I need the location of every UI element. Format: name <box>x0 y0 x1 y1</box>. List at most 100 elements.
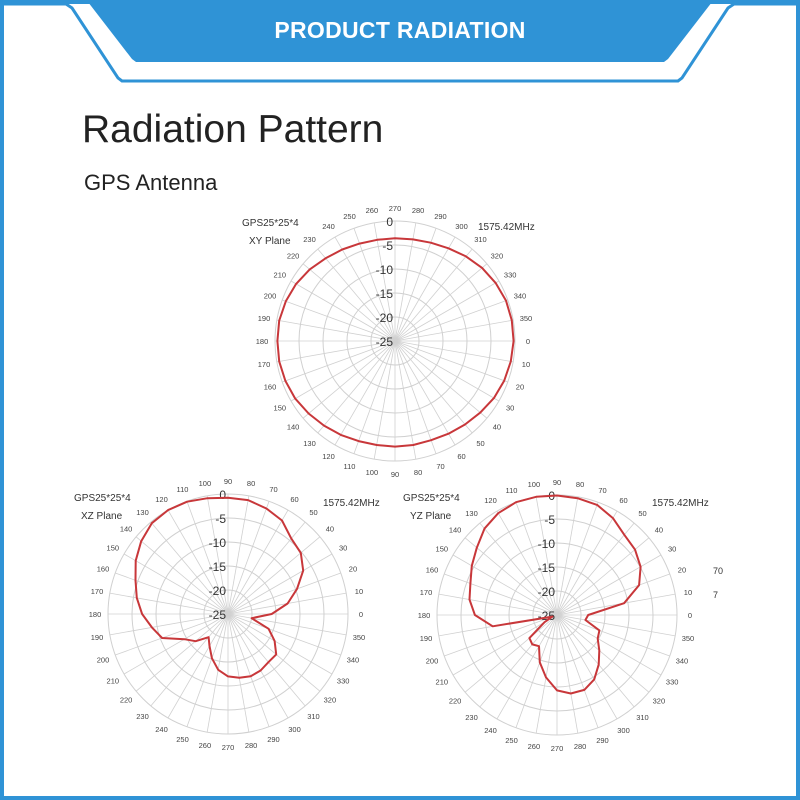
data-point <box>136 597 138 599</box>
grid-spoke <box>452 614 558 676</box>
data-point <box>286 602 289 605</box>
data-point <box>512 340 515 342</box>
angle-tick-label: 110 <box>177 485 189 494</box>
data-point <box>503 380 505 382</box>
grid-spoke <box>394 340 508 383</box>
data-point <box>598 629 600 632</box>
angle-tick-label: 230 <box>136 712 149 721</box>
radial-tick-label: -15 <box>209 560 227 574</box>
angle-tick-label: 280 <box>412 206 425 215</box>
angle-tick-label: 340 <box>514 292 527 301</box>
grid-spoke <box>394 340 417 460</box>
grid-spoke <box>227 613 333 675</box>
data-point <box>493 397 495 399</box>
grid-spoke <box>227 613 347 636</box>
grid-spoke <box>227 509 289 615</box>
data-point <box>528 637 531 639</box>
angle-tick-label: 120 <box>484 496 497 505</box>
grid-spoke <box>452 554 558 616</box>
angle-tick-label: 50 <box>476 439 484 448</box>
data-point <box>135 560 137 562</box>
data-point <box>167 509 169 511</box>
data-point <box>476 547 478 549</box>
angle-tick-label: 330 <box>666 678 679 687</box>
grid-spoke <box>556 614 670 657</box>
grid-spoke <box>556 573 670 616</box>
angle-tick-label: 90 <box>391 470 399 479</box>
angle-tick-label: 330 <box>337 677 350 686</box>
data-point <box>294 398 296 400</box>
radial-tick-label: -20 <box>209 584 227 598</box>
data-point <box>587 614 589 616</box>
angle-tick-label: 320 <box>324 695 337 704</box>
data-point <box>505 300 507 302</box>
grid-spoke <box>444 573 558 616</box>
grid-spoke <box>227 613 341 656</box>
grid-spoke <box>535 496 558 616</box>
angle-tick-label: 250 <box>176 735 189 744</box>
angle-tick-label: 280 <box>245 741 258 750</box>
grid-spoke <box>167 509 229 615</box>
data-point <box>543 621 546 623</box>
data-point <box>471 565 473 567</box>
grid-spoke <box>206 495 229 615</box>
angle-tick-label: 0 <box>688 611 692 620</box>
radial-tick-label: -5 <box>544 513 555 527</box>
angle-tick-label: 300 <box>288 725 301 734</box>
banner-outline <box>4 2 796 83</box>
frequency-label: 1575.42MHz <box>323 498 380 509</box>
grid-spoke <box>227 521 306 615</box>
angle-tick-label: 260 <box>366 206 379 215</box>
grid-spoke <box>123 613 229 675</box>
data-point <box>302 569 304 572</box>
grid-spoke <box>394 340 514 363</box>
grid-spoke <box>206 613 229 733</box>
radial-tick-label: -25 <box>209 608 227 622</box>
grid-spoke <box>556 614 635 708</box>
grid-spoke <box>227 613 321 692</box>
grid-spoke <box>496 614 558 720</box>
data-point <box>260 669 262 672</box>
data-point <box>376 239 378 241</box>
grid-spoke <box>302 340 396 419</box>
data-point <box>483 527 486 530</box>
radial-tick-label: -25 <box>376 335 394 349</box>
data-point <box>358 242 361 245</box>
grid-spoke <box>515 614 558 728</box>
data-point <box>598 649 600 652</box>
grid-spoke <box>227 613 306 707</box>
grid-spoke <box>394 340 437 454</box>
page-subtitle: GPS Antenna <box>84 170 218 195</box>
data-point <box>278 360 280 363</box>
frequency-label: 1575.42MHz <box>478 222 535 233</box>
angle-tick-label: 260 <box>199 741 212 750</box>
grid-spoke <box>227 572 341 615</box>
data-point <box>141 613 143 615</box>
data-point <box>267 661 270 663</box>
data-point <box>539 661 541 663</box>
angle-tick-label: 320 <box>653 696 666 705</box>
angle-tick-label: 180 <box>256 337 269 346</box>
plane-label: XY Plane <box>249 236 291 247</box>
angle-tick-label: 130 <box>136 508 149 517</box>
data-point <box>394 237 396 239</box>
data-point <box>551 616 554 618</box>
grid-spoke <box>556 614 650 693</box>
angle-tick-label: 220 <box>120 695 133 704</box>
grid-spoke <box>535 614 558 734</box>
data-point <box>511 319 513 322</box>
data-point <box>570 692 572 695</box>
data-point <box>247 499 249 501</box>
angle-tick-label: 90 <box>553 478 561 487</box>
grid-spoke <box>394 248 473 342</box>
angle-tick-label: 0 <box>526 337 530 346</box>
angle-tick-label: 70 <box>598 486 606 495</box>
data-point <box>481 267 483 269</box>
data-point <box>206 497 209 499</box>
angle-tick-label: 80 <box>576 480 584 489</box>
angle-tick-label: 340 <box>676 656 689 665</box>
data-point <box>535 496 537 498</box>
angle-tick-label: 140 <box>449 526 462 535</box>
data-point <box>430 242 432 244</box>
